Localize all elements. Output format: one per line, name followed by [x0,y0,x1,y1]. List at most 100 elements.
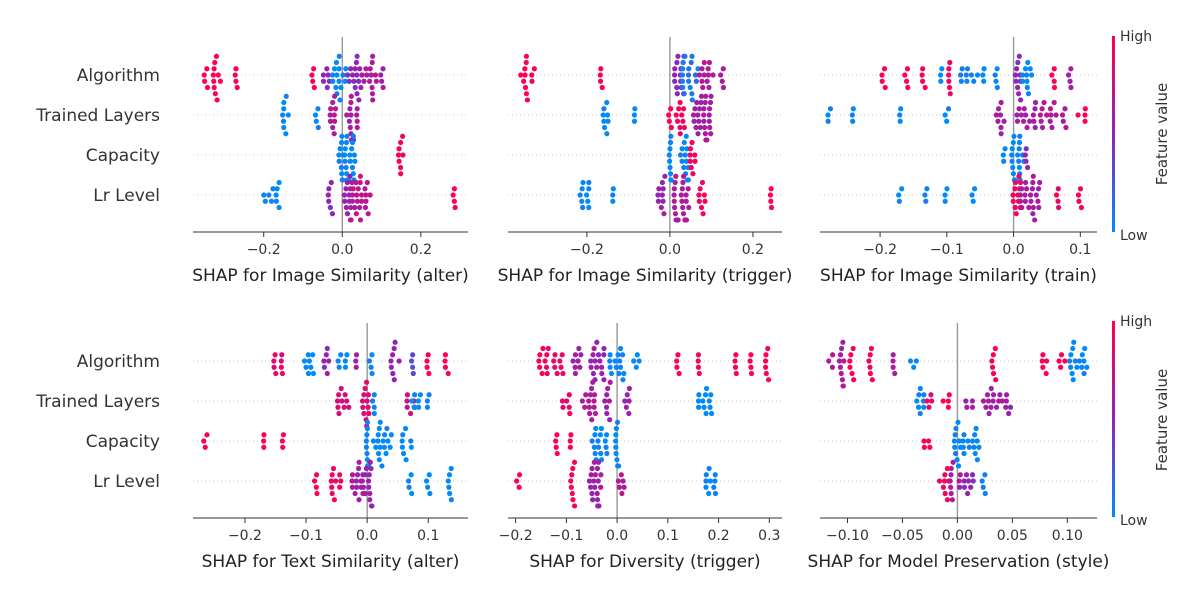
shap-point [1075,112,1081,118]
shap-point [867,364,873,370]
shap-point [356,97,362,103]
shap-point [680,204,686,211]
shap-point [762,358,769,364]
shap-point [366,472,372,478]
shap-point [373,444,379,450]
shap-point [370,97,376,103]
shap-point [335,358,341,364]
shap-point [672,179,678,186]
shap-point [331,497,337,503]
shap-point [655,192,661,198]
shap-point [911,364,917,370]
shap-point [352,84,358,91]
x-tick-label: −0.2 [228,528,262,544]
shap-point [368,364,374,370]
shap-point [592,358,598,364]
shap-point [580,204,586,211]
shap-point [309,72,315,78]
shap-point [397,164,404,171]
shap-point [733,352,739,358]
shap-point [344,133,350,139]
feature-label: Trained Layers [35,106,160,126]
shap-point [942,198,948,204]
shap-point [344,72,351,78]
colorbar-bottom-title: Feature value [1153,369,1171,471]
shap-point [328,179,334,186]
shap-point [921,438,927,444]
shap-point [1017,198,1023,204]
shap-point [712,490,719,497]
shap-point [586,186,592,192]
shap-point [593,425,599,432]
shap-point [1043,358,1050,364]
shap-point [680,66,686,72]
shap-point [1070,377,1076,383]
shap-point [633,364,639,370]
shap-point [689,139,695,146]
shap-point [365,404,371,410]
shap-point [426,472,432,478]
shap-point [920,66,926,72]
shap-point [426,392,432,398]
shap-point [604,392,610,398]
shap-point [599,364,605,370]
shap-point [829,364,836,370]
shap-point [956,478,962,484]
shap-point [939,66,945,72]
shap-point [601,124,608,131]
shap-point [748,364,754,370]
shap-point [604,99,610,106]
shap-point [590,379,596,385]
shap-point [404,392,411,398]
shap-point [826,358,832,364]
shap-point [1025,91,1032,97]
shap-point [311,66,317,72]
shap-point [915,404,922,410]
shap-point [668,124,674,131]
shap-point [349,472,356,478]
shap-point [1069,370,1075,377]
shap-point [325,192,331,198]
shap-point [586,478,593,484]
shap-point [598,450,604,457]
shap-point [659,192,665,198]
x-tick-label: −0.1 [549,528,583,544]
shap-point [850,106,856,112]
shap-point [920,398,927,404]
shap-point [998,131,1004,137]
shap-point [1018,112,1025,118]
shap-point [952,432,958,438]
shap-point [620,377,626,383]
panel-4: Algorithm Trained Layers Capacity Lr Level −… [35,323,468,572]
shap-point [1023,158,1029,164]
shap-point [697,186,703,192]
shap-point [974,438,980,444]
shap-point [1068,66,1074,72]
shap-point [343,66,349,72]
shap-point [1009,146,1015,152]
shap-point [840,339,846,345]
shap-point [608,370,615,377]
shap-point [591,459,597,465]
shap-point [960,444,966,450]
shap-point [523,59,529,66]
shap-point [914,398,920,404]
shap-point [336,53,342,59]
shap-point [929,398,935,404]
shap-point [424,364,430,370]
shap-point [273,370,279,377]
shap-point [339,133,345,139]
shap-point [680,173,687,179]
shap-point [671,72,678,78]
shap-point [946,392,952,398]
shap-point [542,358,548,364]
shap-point [364,432,370,438]
shap-point [1053,192,1060,198]
shap-point [311,478,318,484]
x-tick-label: 0.0 [1002,242,1024,258]
shap-point [597,72,603,78]
shap-point [518,72,524,78]
shap-point [613,432,619,438]
shap-point [329,490,335,497]
shap-point [280,118,287,124]
